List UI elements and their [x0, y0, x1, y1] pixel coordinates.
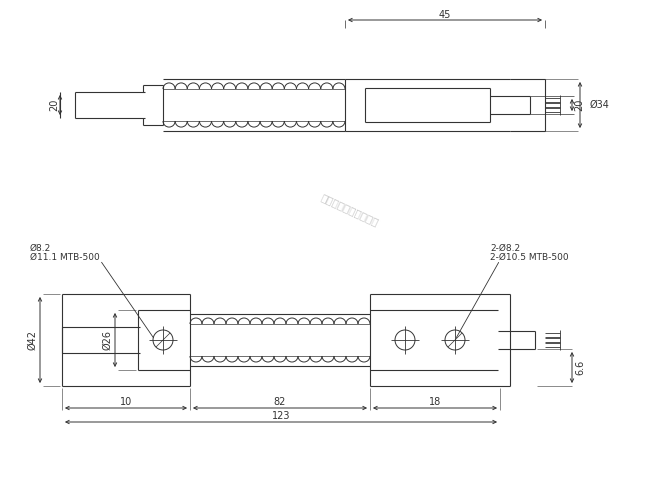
- Text: 10: 10: [120, 397, 132, 407]
- Text: 鑫自动化科技有限公司: 鑫自动化科技有限公司: [320, 192, 380, 228]
- Text: Ø26: Ø26: [102, 330, 112, 350]
- Text: 18: 18: [429, 397, 441, 407]
- Text: 20: 20: [574, 99, 584, 111]
- Text: 123: 123: [271, 411, 290, 421]
- Text: 45: 45: [439, 10, 451, 20]
- Text: Ø8.2: Ø8.2: [30, 243, 51, 253]
- Text: 2-Ø8.2: 2-Ø8.2: [490, 243, 520, 253]
- Text: 20: 20: [49, 99, 59, 111]
- Text: Ø34: Ø34: [590, 100, 610, 110]
- Text: 82: 82: [274, 397, 286, 407]
- Text: 2-Ø10.5 MTB-500: 2-Ø10.5 MTB-500: [490, 253, 568, 261]
- Text: Ø42: Ø42: [27, 330, 37, 350]
- Text: 6.6: 6.6: [575, 360, 585, 375]
- Text: Ø11.1 MTB-500: Ø11.1 MTB-500: [30, 253, 100, 261]
